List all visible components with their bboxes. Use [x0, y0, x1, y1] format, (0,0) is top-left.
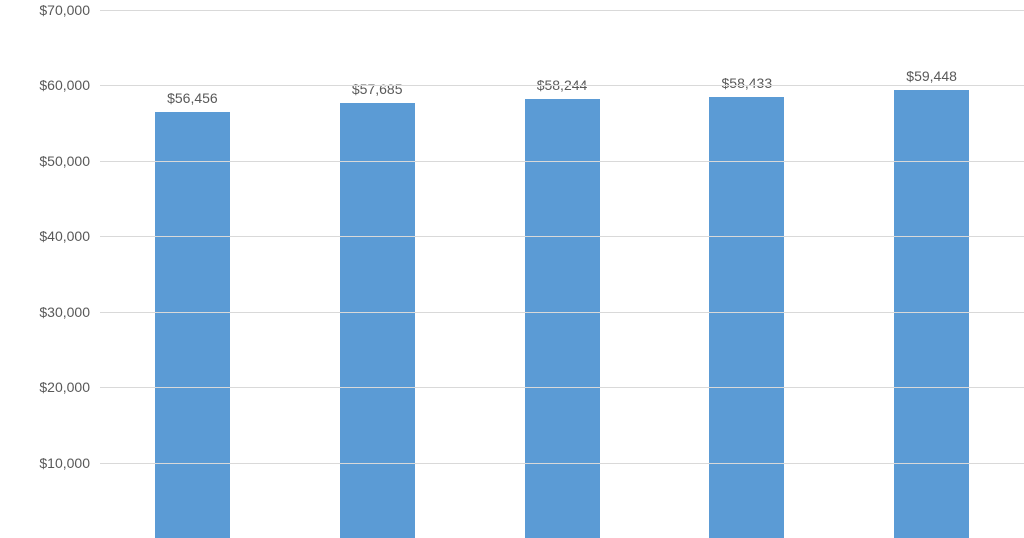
bar-value-label: $56,456 [167, 90, 218, 106]
y-axis-label: $50,000 [0, 153, 90, 169]
gridline [100, 85, 1024, 86]
y-axis-label: $10,000 [0, 455, 90, 471]
y-axis-label: $70,000 [0, 2, 90, 18]
bar-value-label: $59,448 [906, 68, 957, 84]
y-axis-label: $60,000 [0, 77, 90, 93]
gridline [100, 236, 1024, 237]
gridline [100, 10, 1024, 11]
bar [894, 90, 969, 538]
y-axis-label: $30,000 [0, 304, 90, 320]
bar [525, 99, 600, 538]
gridline [100, 161, 1024, 162]
gridline [100, 312, 1024, 313]
plot-area: $56,456$57,685$58,244$58,433$59,448 [100, 0, 1024, 538]
y-axis-label: $40,000 [0, 228, 90, 244]
bar [155, 112, 230, 538]
bar-chart: $56,456$57,685$58,244$58,433$59,448 $70,… [0, 0, 1024, 538]
bar-value-label: $58,433 [721, 75, 772, 91]
gridline [100, 387, 1024, 388]
y-axis-label: $20,000 [0, 379, 90, 395]
gridline [100, 463, 1024, 464]
bar [709, 97, 784, 538]
bar [340, 103, 415, 538]
bar-value-label: $57,685 [352, 81, 403, 97]
